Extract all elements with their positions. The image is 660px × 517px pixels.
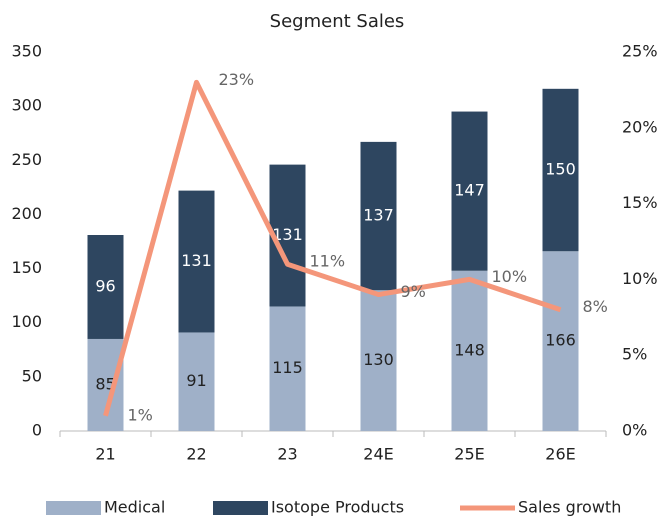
bar-label: 130 <box>363 350 394 369</box>
x-tick-label: 22 <box>186 445 206 464</box>
bar-segment <box>451 111 488 271</box>
bar-label: 147 <box>454 181 485 200</box>
bar-label: 131 <box>181 251 212 270</box>
line-label: 8% <box>583 297 608 316</box>
y-tick-label: 200 <box>11 204 42 223</box>
line <box>103 79 562 417</box>
x-tick-label: 26E <box>545 445 575 464</box>
legend-label: Sales growth <box>518 498 621 517</box>
bar-segment <box>542 88 579 252</box>
bar-segment <box>269 306 306 431</box>
legend-swatch <box>46 501 101 515</box>
bar-label: 137 <box>363 206 394 225</box>
line-label: 23% <box>219 70 255 89</box>
line-label: 1% <box>128 405 153 424</box>
x-tick-label: 21 <box>95 445 115 464</box>
y-tick-label: 50 <box>22 366 42 385</box>
line-label: 11% <box>310 252 346 271</box>
line-label: 9% <box>401 282 426 301</box>
bar-label: 96 <box>95 276 115 295</box>
bar-label: 166 <box>545 331 576 350</box>
chart-title: Segment Sales <box>270 11 405 32</box>
bar-segment <box>178 332 215 431</box>
bar-label: 131 <box>272 225 303 244</box>
y-tick-label: 0 <box>32 421 42 440</box>
bar-label: 115 <box>272 358 303 377</box>
bar-segment <box>360 290 397 431</box>
x-tick-label: 24E <box>363 445 393 464</box>
y-tick-label: 250 <box>11 150 42 169</box>
line-label: 10% <box>492 267 528 286</box>
y2-tick-label: 15% <box>622 193 658 212</box>
y-tick-label: 350 <box>11 42 42 61</box>
y2-tick-label: 10% <box>622 269 658 288</box>
bar-segment <box>87 235 124 339</box>
bar-segment <box>360 141 397 291</box>
bar-label: 91 <box>186 371 206 390</box>
y-tick-label: 150 <box>11 258 42 277</box>
bar-segment <box>451 270 488 431</box>
x-tick-label: 25E <box>454 445 484 464</box>
x-tick-label: 23 <box>277 445 297 464</box>
y2-tick-label: 25% <box>622 42 658 61</box>
y-tick-label: 100 <box>11 312 42 331</box>
bar-segment <box>178 190 215 333</box>
legend-label: Isotope Products <box>271 498 404 517</box>
bar-label: 150 <box>545 160 576 179</box>
y2-tick-label: 20% <box>622 117 658 136</box>
bar-label: 148 <box>454 340 485 359</box>
legend-swatch <box>213 501 268 515</box>
y2-tick-label: 5% <box>622 345 647 364</box>
legend-label: Medical <box>104 498 165 517</box>
y2-tick-label: 0% <box>622 421 647 440</box>
y-tick-label: 300 <box>11 96 42 115</box>
bar-segment <box>542 251 579 431</box>
